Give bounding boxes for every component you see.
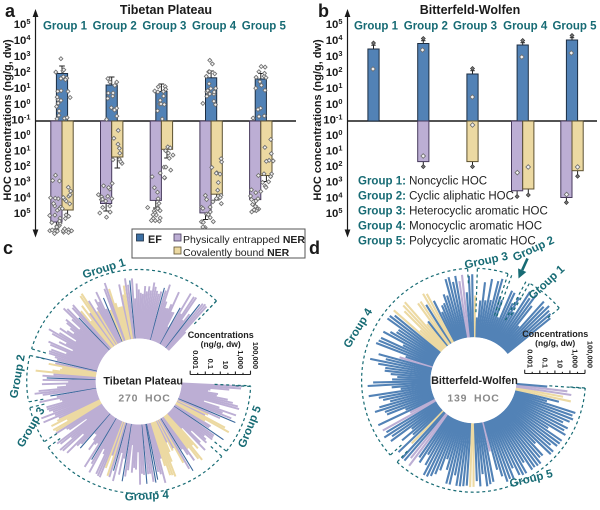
svg-text:1,000: 1,000 xyxy=(571,349,580,368)
svg-text:Group 5: Polycyclic aromatic H: Group 5: Polycyclic aromatic HOC xyxy=(358,236,536,248)
svg-text:0.1: 0.1 xyxy=(206,359,215,369)
svg-text:HOC concentrations (ng/g, dw): HOC concentrations (ng/g, dw) xyxy=(2,39,14,201)
svg-text:Concentrations: Concentrations xyxy=(522,329,588,339)
svg-text:10: 10 xyxy=(221,361,230,369)
svg-text:Group 4: Group 4 xyxy=(503,21,548,33)
svg-text:103: 103 xyxy=(14,49,31,63)
svg-text:d: d xyxy=(309,238,320,258)
svg-text:102: 102 xyxy=(326,159,343,173)
svg-text:Group 1: Group 1 xyxy=(354,21,399,33)
svg-text:Bitterfeld-Wolfen: Bitterfeld-Wolfen xyxy=(431,375,518,387)
svg-text:Group 4: Group 4 xyxy=(192,21,237,33)
svg-text:Group 4: Group 4 xyxy=(125,489,170,503)
svg-text:103: 103 xyxy=(326,175,343,189)
svg-text:Tibetan Plateau: Tibetan Plateau xyxy=(120,3,212,17)
svg-text:105: 105 xyxy=(14,206,31,220)
svg-text:100: 100 xyxy=(14,97,31,111)
svg-text:102: 102 xyxy=(14,159,31,173)
svg-text:139 HOC: 139 HOC xyxy=(447,393,499,405)
svg-text:0.001: 0.001 xyxy=(525,349,534,368)
svg-text:100: 100 xyxy=(326,97,343,111)
svg-text:Group 2: Group 2 xyxy=(404,21,448,33)
svg-text:102: 102 xyxy=(14,65,31,79)
svg-text:Group 1: Group 1 xyxy=(43,21,88,33)
svg-text:100: 100 xyxy=(326,128,343,142)
svg-text:Covalently bound NER: Covalently bound NER xyxy=(183,247,290,259)
svg-text:HOC concentrations (ng/g, dw): HOC concentrations (ng/g, dw) xyxy=(312,39,324,201)
svg-text:Group 5: Group 5 xyxy=(552,21,597,33)
svg-text:Tibetan Plateau: Tibetan Plateau xyxy=(103,376,183,388)
svg-text:102: 102 xyxy=(326,65,343,79)
svg-text:100: 100 xyxy=(14,128,31,142)
svg-text:Group 2: Cyclic aliphatic HOC: Group 2: Cyclic aliphatic HOC xyxy=(358,191,514,203)
svg-text:Concentrations: Concentrations xyxy=(188,330,254,340)
svg-text:Group 3: Group 3 xyxy=(142,21,186,33)
svg-text:101: 101 xyxy=(326,144,343,158)
svg-text:1,000: 1,000 xyxy=(236,350,245,369)
svg-text:a: a xyxy=(5,1,16,21)
svg-text:103: 103 xyxy=(326,49,343,63)
svg-text:0.001: 0.001 xyxy=(191,350,200,369)
svg-text:105: 105 xyxy=(326,206,343,220)
svg-text:10: 10 xyxy=(556,360,565,368)
svg-text:Physically entrapped NER: Physically entrapped NER xyxy=(183,234,305,246)
svg-text:(ng/g, dw): (ng/g, dw) xyxy=(535,338,575,348)
svg-text:270 HOC: 270 HOC xyxy=(118,393,170,405)
svg-text:Group 3: Heterocyclic aromatic: Group 3: Heterocyclic aromatic HOC xyxy=(358,206,548,218)
svg-text:105: 105 xyxy=(326,17,343,31)
svg-text:Group 1: Noncyclic HOC: Group 1: Noncyclic HOC xyxy=(358,176,487,188)
svg-text:100,000: 100,000 xyxy=(586,341,595,368)
svg-text:0.1: 0.1 xyxy=(540,358,549,368)
svg-text:Group 2: Group 2 xyxy=(93,21,137,33)
svg-text:Bitterfeld-Wolfen: Bitterfeld-Wolfen xyxy=(420,3,520,17)
svg-text:100,000: 100,000 xyxy=(251,342,260,369)
svg-text:EF: EF xyxy=(148,234,162,246)
svg-text:b: b xyxy=(318,1,329,21)
svg-text:103: 103 xyxy=(14,175,31,189)
svg-text:Group 5: Group 5 xyxy=(242,21,287,33)
svg-text:Group 3: Group 3 xyxy=(453,21,497,33)
svg-text:c: c xyxy=(3,238,13,258)
svg-text:101: 101 xyxy=(326,81,343,95)
svg-text:101: 101 xyxy=(14,144,31,158)
svg-text:101: 101 xyxy=(14,81,31,95)
svg-text:105: 105 xyxy=(14,17,31,31)
svg-text:(ng/g, dw): (ng/g, dw) xyxy=(201,339,241,349)
svg-text:Group 4: Monocyclic aromatic H: Group 4: Monocyclic aromatic HOC xyxy=(358,221,542,233)
